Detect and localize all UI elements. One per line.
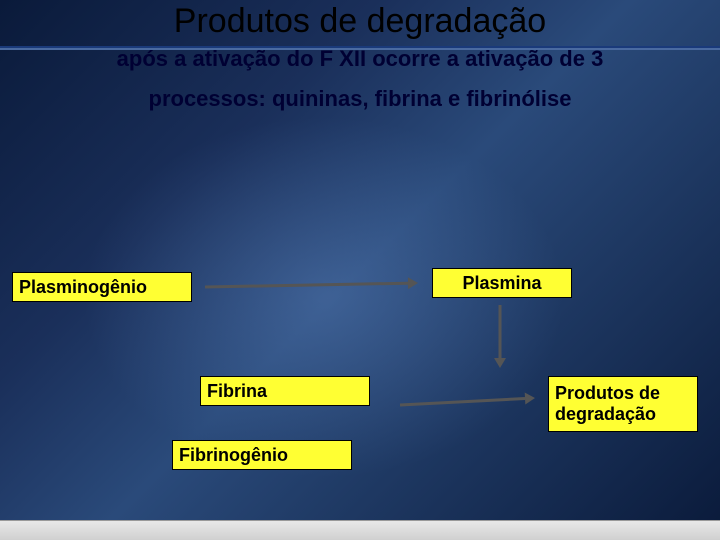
node-fibrina: Fibrina <box>200 376 370 406</box>
node-label: Plasmina <box>462 273 541 294</box>
node-label: Produtos de degradação <box>555 383 660 424</box>
node-plasminogenio: Plasminogênio <box>12 272 192 302</box>
subtitle-line-1: após a ativação do F XII ocorre a ativaç… <box>0 46 720 72</box>
arrows-layer <box>0 0 720 540</box>
node-fibrinogenio: Fibrinogênio <box>172 440 352 470</box>
node-plasmina: Plasmina <box>432 268 572 298</box>
node-produtos: Produtos de degradação <box>548 376 698 432</box>
slide-title: Produtos de degradação <box>0 0 720 41</box>
subtitle-line-2: processos: quininas, fibrina e fibrinóli… <box>0 86 720 112</box>
footer-bar <box>0 520 720 540</box>
node-label: Plasminogênio <box>19 277 147 298</box>
slide: Produtos de degradação após a ativação d… <box>0 0 720 540</box>
node-label: Fibrinogênio <box>179 445 288 466</box>
node-label: Fibrina <box>207 381 267 402</box>
